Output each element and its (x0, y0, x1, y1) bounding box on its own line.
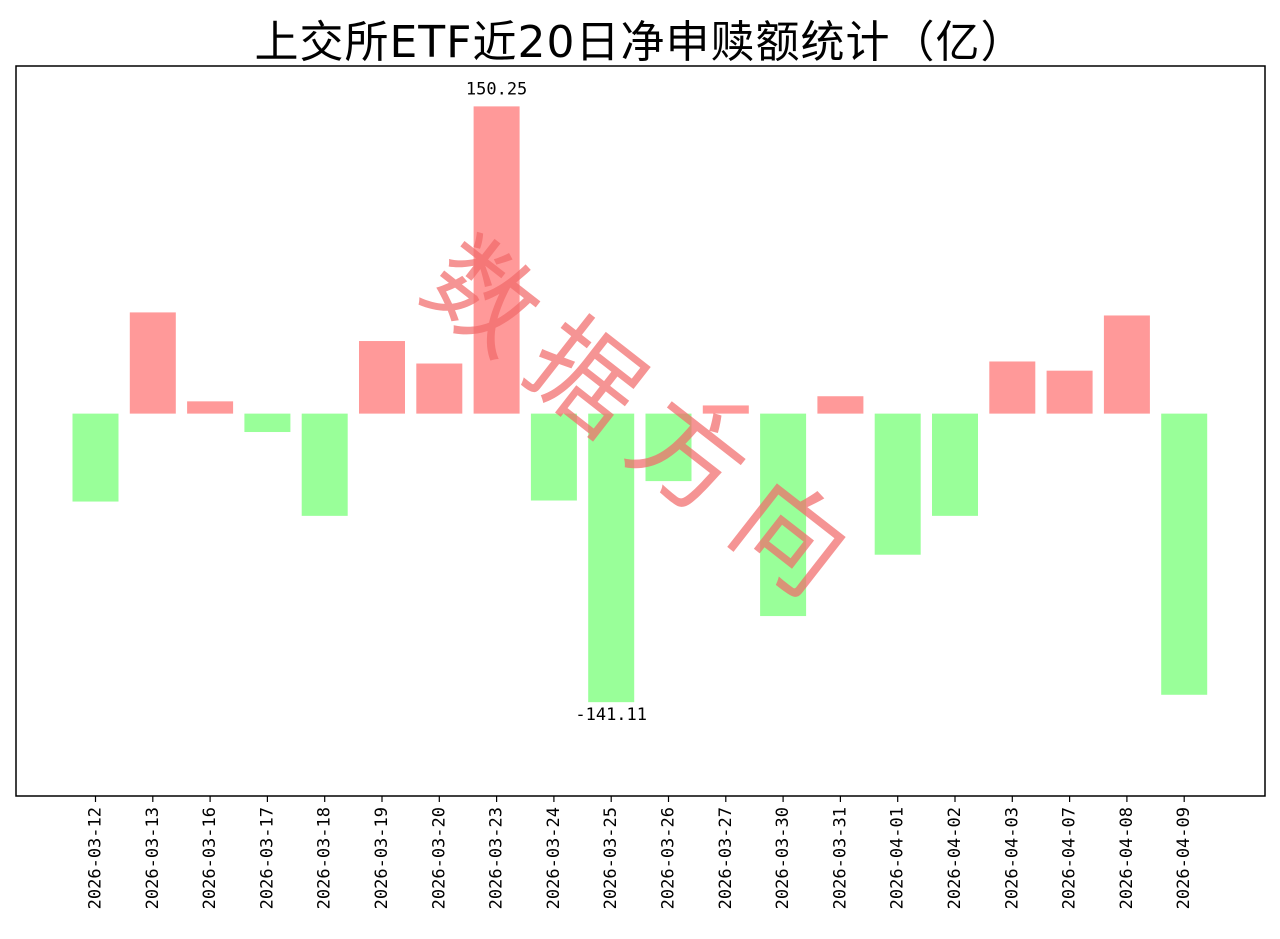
bar-2026-03-12 (72, 413, 119, 502)
bar-2026-03-13 (129, 312, 176, 414)
x-tick-label: 2026-03-30 (773, 807, 793, 909)
data-label: 150.25 (466, 79, 527, 99)
bar-2026-04-02 (932, 413, 978, 516)
x-tick-label: 2026-04-01 (888, 807, 908, 909)
bar-2026-04-01 (874, 413, 921, 555)
bar-2026-03-26 (645, 413, 692, 482)
x-tick-label: 2026-03-17 (257, 807, 277, 909)
x-tick-label: 2026-03-18 (315, 807, 335, 909)
x-tick-label: 2026-03-27 (716, 807, 736, 909)
bar-2026-03-31 (817, 396, 864, 414)
x-tick-label: 2026-03-16 (200, 807, 220, 909)
x-tick-label: 2026-03-12 (86, 807, 106, 909)
bar-2026-04-07 (1046, 370, 1093, 414)
x-axis-ticks: 2026-03-12 2026-03-13 2026-03-16 2026-03-17… (86, 796, 1194, 909)
x-tick-label: 2026-03-31 (830, 807, 850, 909)
x-tick-label: 2026-03-19 (372, 807, 392, 909)
bar-2026-03-20 (416, 363, 463, 414)
x-tick-label: 2026-04-08 (1117, 807, 1137, 909)
bars-group (72, 106, 1208, 703)
x-tick-label: 2026-03-26 (659, 807, 679, 909)
bar-2026-03-30 (760, 413, 807, 617)
bar-2026-03-19 (359, 341, 405, 414)
bar-2026-03-16 (187, 401, 234, 414)
x-tick-label: 2026-04-03 (1002, 807, 1022, 909)
x-tick-label: 2026-03-23 (487, 807, 507, 909)
watermark-text: 数据方向 (401, 215, 888, 634)
bar-2026-04-03 (989, 361, 1036, 414)
bar-2026-03-18 (301, 413, 348, 516)
bar-2026-03-27 (702, 405, 749, 414)
x-tick-label: 2026-03-24 (544, 807, 564, 909)
plot-frame (15, 65, 1266, 797)
bar-2026-04-08 (1103, 315, 1150, 414)
x-tick-label: 2026-03-20 (429, 807, 449, 909)
x-tick-label: 2026-04-09 (1174, 807, 1194, 909)
bar-2026-03-24 (530, 413, 577, 501)
x-tick-label: 2026-03-25 (601, 807, 621, 909)
data-labels-group: 150.25 -141.11 (466, 79, 647, 725)
bar-2026-03-23 (473, 106, 520, 414)
chart-title: 上交所ETF近20日净申赎额统计（亿） (254, 17, 1026, 68)
x-tick-label: 2026-03-13 (143, 807, 163, 909)
x-tick-label: 2026-04-07 (1060, 807, 1080, 909)
bar-2026-03-17 (244, 413, 291, 433)
bar-2026-03-25 (588, 413, 635, 703)
bar-2026-04-09 (1161, 413, 1208, 695)
data-label: -141.11 (575, 705, 647, 725)
x-tick-label: 2026-04-02 (945, 807, 965, 909)
